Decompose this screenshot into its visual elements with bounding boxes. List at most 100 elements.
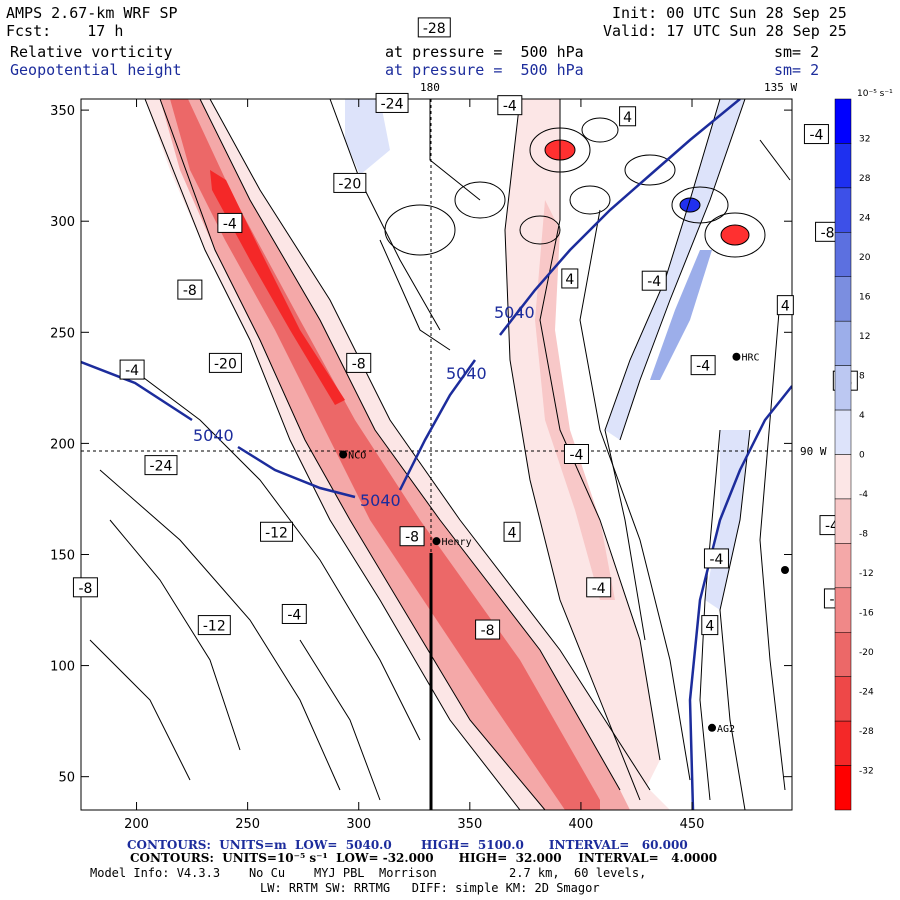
label-box xyxy=(375,92,409,113)
lon-label-90w: 90 W xyxy=(800,445,827,458)
vorticity-contour-label: -4 xyxy=(497,95,523,116)
vorticity-contour-label: -4 xyxy=(803,124,829,145)
colorbar-segment xyxy=(834,543,852,589)
colorbar-segment xyxy=(834,720,852,766)
label-box xyxy=(776,295,794,316)
y-tick-label: 250 xyxy=(50,326,75,341)
label-text: -8 xyxy=(481,623,495,639)
height-label: 5040 xyxy=(193,426,234,445)
label-text: -4 xyxy=(569,448,583,464)
height-label: 5040 xyxy=(494,303,535,322)
vorticity-contour-label: -24 xyxy=(375,92,409,113)
label-text: -28 xyxy=(423,21,446,37)
plot-frame xyxy=(80,98,793,811)
label-text: -20 xyxy=(338,176,361,192)
colorbar-label: -28 xyxy=(859,727,874,737)
vorticity-contour-label: -4 xyxy=(690,355,716,376)
label-text: -4 xyxy=(125,363,139,379)
label-box xyxy=(208,352,242,373)
vorticity-contour-label: 4 xyxy=(701,615,719,636)
model-title: AMPS 2.67-km WRF SP xyxy=(6,4,178,22)
colorbar-label: -12 xyxy=(859,569,874,579)
geopotential-contours xyxy=(81,99,792,810)
colorbar-segment xyxy=(834,187,852,233)
colorbar-label: -20 xyxy=(859,648,874,658)
vorticity-contour-label: 4 xyxy=(503,521,521,542)
label-box xyxy=(703,548,729,569)
colorbar-label: -4 xyxy=(859,490,868,500)
colorbar-segment xyxy=(834,632,852,677)
colorbar-segment xyxy=(834,676,852,722)
colorbar-label: 20 xyxy=(859,253,871,263)
station-henry: Henry xyxy=(432,537,472,548)
colorbar-segment xyxy=(834,320,852,366)
colorbar-label: -32 xyxy=(859,767,874,777)
y-tick-label: 50 xyxy=(58,771,75,786)
station-ag2: AG2 xyxy=(708,723,735,735)
x-tick-label: 450 xyxy=(680,817,705,832)
field2-pressure: at pressure = 500 hPa xyxy=(385,61,584,79)
station-dot xyxy=(432,537,441,546)
label-box xyxy=(497,95,523,116)
label-box xyxy=(641,270,667,291)
vorticity-contour-label: -8 xyxy=(346,352,372,373)
vorticity-contour-label: -24 xyxy=(144,455,178,476)
station-hrc: HRC xyxy=(732,352,760,364)
colorbar-label: -24 xyxy=(859,688,874,698)
station-layer: NCO Henry HRC AG2 xyxy=(339,352,760,735)
vorticity-contour-label: -12 xyxy=(260,521,294,542)
label-text: -12 xyxy=(203,619,226,635)
label-text: -4 xyxy=(287,607,301,623)
vorticity-positive-band xyxy=(605,99,745,440)
field2-name: Geopotential height xyxy=(10,61,182,79)
label-box xyxy=(563,444,589,464)
x-tick-label: 400 xyxy=(569,817,594,832)
label-box xyxy=(619,106,637,127)
label-text: -20 xyxy=(214,356,237,372)
field1-smoothing: sm= 2 xyxy=(774,43,820,61)
label-text: -12 xyxy=(265,525,288,541)
label-box xyxy=(701,615,719,636)
field2-smoothing: sm= 2 xyxy=(774,61,820,79)
vorticity-contour-label: 4 xyxy=(776,295,794,316)
station-dot xyxy=(339,450,348,459)
x-tick-label: 350 xyxy=(457,817,482,832)
label-text: 4 xyxy=(705,619,714,635)
vorticity-contour-label: -4 xyxy=(703,548,729,569)
colorbar: 32 28 24 20 16 12 8 4 0 -4 -8 -12 -16 -20 -24 -28 -32 xyxy=(834,98,874,811)
label-box xyxy=(217,212,243,233)
axis-layer: 200 250 300 350 400 450 50 100 150 200 250 300 350 xyxy=(50,99,792,832)
vorticity-contour-label: -8 xyxy=(72,577,98,598)
vorticity-contour-label: -8 xyxy=(475,619,501,640)
label-box xyxy=(399,526,425,547)
vorticity-contour-label: -4 xyxy=(563,444,589,464)
vorticity-positive-band-2 xyxy=(650,250,712,380)
field1-pressure: at pressure = 500 hPa xyxy=(385,43,584,61)
y-tick-label: 150 xyxy=(50,548,75,563)
y-tick-label: 200 xyxy=(50,437,75,452)
colorbar-segment xyxy=(834,143,852,189)
lon-label-135w: 135 W xyxy=(764,81,797,94)
vorticity-contour-label: -8 xyxy=(399,526,425,547)
label-text: -8 xyxy=(78,581,92,597)
colorbar-label: -16 xyxy=(859,609,874,619)
colorbar-segment xyxy=(834,232,852,277)
label-text: -8 xyxy=(405,530,419,546)
label-text: -8 xyxy=(183,283,197,299)
colorbar-segment xyxy=(834,498,852,544)
label-text: -4 xyxy=(503,99,517,115)
valid-time: Valid: 17 UTC Sun 28 Sep 25 xyxy=(603,22,847,40)
station-name: HRC xyxy=(741,353,759,364)
label-box xyxy=(281,603,307,624)
label-box xyxy=(690,355,716,376)
colorbar-units: 10⁻⁵ s⁻¹ xyxy=(857,89,893,99)
colorbar-label: 8 xyxy=(859,372,865,382)
footer-vorticity-contours: CONTOURS: UNITS=10⁻⁵ s⁻¹ LOW= -32.000 HI… xyxy=(130,851,718,865)
label-text: -4 xyxy=(223,216,237,232)
label-box xyxy=(417,17,451,38)
colorbar-segment xyxy=(834,765,852,811)
label-text: -8 xyxy=(821,225,835,241)
colorbar-label: 16 xyxy=(859,293,871,303)
label-text: -8 xyxy=(352,356,366,372)
colorbar-label: 12 xyxy=(859,332,870,342)
